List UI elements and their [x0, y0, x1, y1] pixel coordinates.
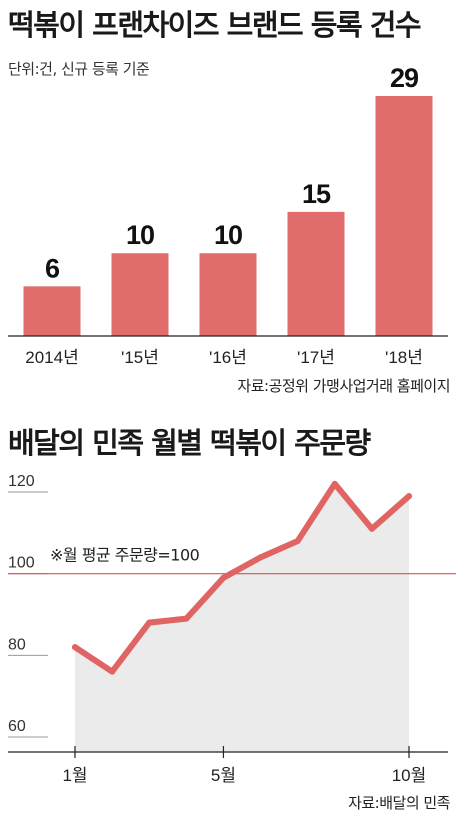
x-tick-label-0: 2014년 — [25, 348, 78, 367]
data-point-3 — [146, 619, 153, 626]
data-point-7 — [294, 538, 301, 544]
data-point-9 — [368, 525, 375, 532]
x-tick-label-4: '18년 — [385, 348, 423, 367]
y-tick-label-60: 60 — [8, 718, 26, 735]
x-tick-label-1: 1월 — [62, 766, 87, 785]
x-tick-label-2: '16년 — [209, 348, 247, 367]
data-point-8 — [331, 480, 338, 487]
x-tick-label-5: 5월 — [211, 766, 236, 785]
data-point-1 — [72, 644, 78, 651]
bar-value-label-3: 15 — [302, 179, 331, 209]
bar-value-label-2: 10 — [214, 220, 242, 250]
series-line — [72, 480, 412, 675]
data-point-4 — [183, 615, 190, 622]
bar-0 — [23, 286, 81, 336]
bar-1 — [111, 253, 169, 336]
bar-chart-source: 자료:공정위 가맹사업거래 홈페이지 — [237, 377, 450, 395]
bar-4 — [375, 96, 433, 336]
x-tick-label-1: '15년 — [121, 348, 159, 367]
bar-2 — [199, 253, 257, 336]
bar-value-label-0: 6 — [45, 253, 60, 283]
x-tick-label-10: 10월 — [392, 766, 427, 785]
data-point-5 — [220, 574, 227, 581]
reference-line-label: ※월 평균 주문량=100 — [50, 546, 200, 565]
bar-chart-subtitle: 단위:건, 신규 등록 기준 — [8, 60, 150, 78]
x-tick-label-3: '17년 — [297, 348, 335, 367]
y-tick-label-120: 120 — [8, 473, 35, 490]
bar-value-label-1: 10 — [126, 220, 154, 250]
bar-chart-title: 떡볶이 프랜차이즈 브랜드 등록 건수 — [8, 8, 422, 42]
bar-3 — [287, 211, 345, 336]
area-fill — [75, 483, 409, 752]
bar-value-label-4: 29 — [390, 63, 419, 93]
data-point-6 — [257, 554, 264, 561]
line-chart-source: 자료:배달의 민족 — [348, 794, 450, 812]
bar-chart: 6 2014년 10 '15년 10 '16년 15 '17년 29 '18년 — [8, 63, 448, 367]
data-point-2 — [109, 668, 116, 675]
y-tick-label-100: 100 — [8, 555, 35, 572]
y-tick-label-80: 80 — [8, 636, 26, 653]
data-point-10 — [406, 493, 412, 500]
line-chart-title: 배달의 민족 월별 떡볶이 주문량 — [8, 426, 371, 460]
